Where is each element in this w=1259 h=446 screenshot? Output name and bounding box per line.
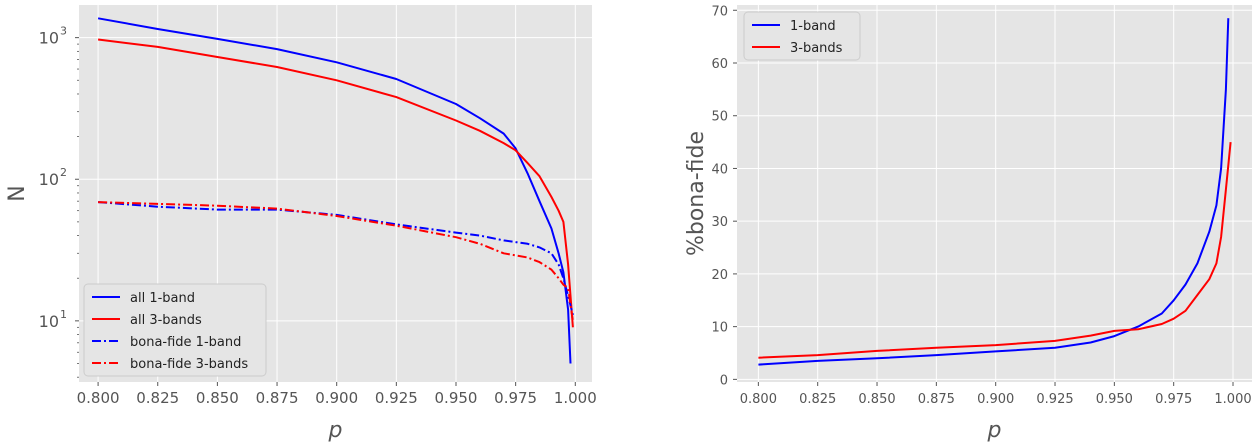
- y-tick-label: 40: [711, 162, 728, 177]
- chart-panel-2: 0.800 0.825 0.850 0.875 0.900 0.925 0.950 0.975…: [684, 4, 1252, 443]
- legend-label-2: all 3-bands: [130, 313, 202, 328]
- legend-label-2: 3-bands: [790, 41, 843, 56]
- y-tick-label: 10: [39, 29, 59, 48]
- y-tick-label: 50: [711, 110, 728, 125]
- x-tick-label: 0.825: [799, 392, 836, 407]
- x-tick-label: 0.900: [977, 392, 1014, 407]
- x-axis-label: p: [987, 418, 1002, 442]
- x-tick-label: 0.825: [136, 389, 179, 407]
- series-line-1: [97, 17, 572, 364]
- x-tick-label: 0.800: [77, 389, 120, 407]
- legend: 1-band 3-bands: [743, 11, 861, 61]
- x-tick-label: 0.850: [196, 389, 239, 407]
- x-tick-label: 0.975: [1155, 392, 1192, 407]
- legend-label-1: 1-band: [790, 19, 836, 34]
- x-tick-label: 0.875: [918, 392, 955, 407]
- x-tick-label: 0.875: [256, 389, 299, 407]
- series-line-1: [758, 18, 1230, 366]
- y-tick-label: 10: [39, 170, 59, 189]
- legend-frame: [83, 283, 267, 377]
- legend-label-4: bona-fide 3-bands: [130, 357, 248, 372]
- x-tick-label: 0.950: [1096, 392, 1133, 407]
- legend-label-1: all 1-band: [130, 291, 195, 306]
- y-axis-label: N: [5, 185, 30, 201]
- series-line-2: [758, 142, 1232, 359]
- y-tick-label: 20: [711, 268, 728, 283]
- series-line-4: [98, 201, 574, 322]
- x-tick-label: 0.950: [435, 389, 478, 407]
- x-tick-label: 0.925: [1036, 392, 1073, 407]
- y-tick-label: 0: [720, 373, 728, 388]
- x-axis-label: p: [328, 418, 343, 442]
- x-tick-label: 0.800: [740, 392, 777, 407]
- y-tick-exponent: 2: [60, 166, 67, 179]
- y-tick-label: 60: [711, 57, 728, 72]
- x-tick-label: 0.975: [494, 389, 537, 407]
- x-tick-label: 0.850: [858, 392, 895, 407]
- y-tick-label: 30: [711, 215, 728, 230]
- legend-label-3: bona-fide 1-band: [130, 335, 241, 350]
- y-axis-label: %bona-fide: [684, 131, 709, 256]
- y-tick-label: 10: [39, 312, 59, 331]
- legend: all 1-band all 3-bands bona-fide 1-band bon…: [83, 283, 267, 377]
- x-tick-label: 0.900: [315, 389, 358, 407]
- x-tick-label: 1.000: [554, 389, 597, 407]
- y-tick-exponent: 3: [60, 25, 67, 38]
- x-tick-label: 0.925: [375, 389, 418, 407]
- plot-background: [737, 5, 1252, 382]
- y-tick-exponent: 1: [60, 308, 67, 321]
- series-line-3: [98, 201, 574, 316]
- y-tick-label: 10: [711, 321, 728, 336]
- series-line-2: [97, 38, 574, 328]
- chart-panel-1: 0.800 0.825 0.850 0.875 0.900 0.925 0.950 0.975…: [5, 5, 597, 443]
- x-tick-label: 1.000: [1214, 392, 1251, 407]
- y-tick-label: 70: [711, 4, 728, 19]
